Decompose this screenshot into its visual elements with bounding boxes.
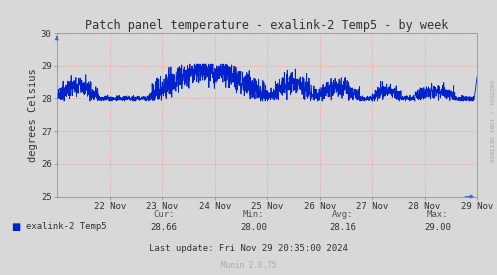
- Text: Last update: Fri Nov 29 20:35:00 2024: Last update: Fri Nov 29 20:35:00 2024: [149, 244, 348, 253]
- Text: 29.00: 29.00: [424, 223, 451, 232]
- Text: Min:: Min:: [243, 210, 264, 219]
- Text: Cur:: Cur:: [153, 210, 175, 219]
- Text: Max:: Max:: [426, 210, 448, 219]
- Text: 28.16: 28.16: [330, 223, 356, 232]
- Y-axis label: degrees Celsius: degrees Celsius: [28, 68, 38, 162]
- Text: Avg:: Avg:: [332, 210, 354, 219]
- Title: Patch panel temperature - exalink-2 Temp5 - by week: Patch panel temperature - exalink-2 Temp…: [85, 19, 449, 32]
- Text: RRDTOOL / TOBI OETIKER: RRDTOOL / TOBI OETIKER: [489, 80, 494, 162]
- Text: exalink-2 Temp5: exalink-2 Temp5: [26, 222, 106, 231]
- Text: ■: ■: [11, 222, 20, 232]
- Text: 28.00: 28.00: [240, 223, 267, 232]
- Text: Munin 2.0.75: Munin 2.0.75: [221, 261, 276, 270]
- Text: 28.66: 28.66: [151, 223, 177, 232]
